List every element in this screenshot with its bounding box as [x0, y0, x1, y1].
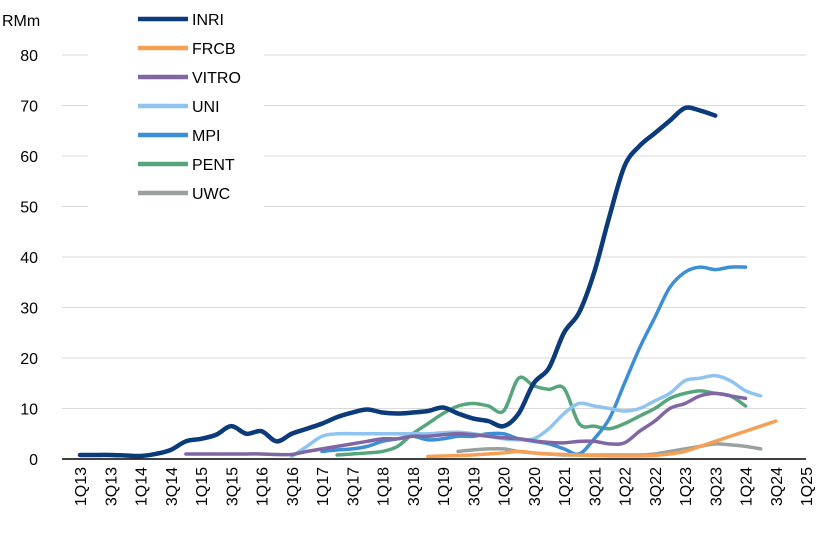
x-tick-label: 3Q19	[466, 467, 483, 506]
y-tick-label: 70	[20, 99, 38, 116]
legend-label-inri: INRI	[192, 12, 224, 29]
legend: INRI FRCB VITRO UNI MPI PENT UWC	[88, 4, 264, 210]
x-tick-label: 1Q18	[376, 467, 393, 506]
x-axis-ticks: 1Q13 3Q13 1Q14 3Q14 1Q15 3Q15 1Q16 3Q16 1Q17 3Q17…	[73, 467, 816, 506]
series-line-vitro	[184, 391, 748, 457]
legend-label-mpi: MPI	[192, 128, 220, 145]
x-tick-label: 1Q22	[618, 467, 635, 506]
x-tick-label: 3Q17	[345, 467, 362, 506]
y-tick-label: 0	[29, 452, 38, 469]
y-axis-unit-label: RMm	[2, 13, 40, 30]
x-tick-label: 1Q19	[436, 467, 453, 506]
x-tick-label: 3Q18	[406, 467, 423, 506]
series-lines	[77, 105, 778, 459]
y-axis-ticks: 0 10 20 30 40 50 60 70 80	[20, 48, 38, 469]
series-line-mpi	[320, 265, 748, 457]
x-tick-label: 1Q21	[557, 467, 574, 506]
legend-label-vitro: VITRO	[192, 70, 241, 87]
x-tick-label: 1Q17	[315, 467, 332, 506]
legend-label-uni: UNI	[192, 99, 220, 116]
y-tick-label: 30	[20, 301, 38, 318]
x-tick-label: 1Q25	[799, 467, 816, 506]
x-tick-label: 3Q15	[224, 467, 241, 506]
y-tick-label: 60	[20, 149, 38, 166]
y-tick-label: 50	[20, 200, 38, 217]
x-tick-label: 3Q23	[708, 467, 725, 506]
x-tick-label: 1Q15	[194, 467, 211, 506]
legend-label-pent: PENT	[192, 157, 235, 174]
x-tick-label: 1Q16	[255, 467, 272, 506]
x-tick-label: 3Q13	[103, 467, 120, 506]
series-line-pent	[335, 375, 748, 457]
x-tick-label: 3Q14	[164, 467, 181, 506]
series-line-frcb	[426, 419, 778, 459]
x-tick-label: 1Q20	[497, 467, 514, 506]
x-tick-label: 1Q23	[678, 467, 695, 506]
x-tick-label: 3Q16	[285, 467, 302, 506]
legend-label-frcb: FRCB	[192, 41, 236, 58]
x-tick-label: 3Q22	[648, 467, 665, 506]
x-tick-label: 3Q24	[769, 467, 786, 506]
legend-label-uwc: UWC	[192, 186, 230, 203]
y-tick-label: 10	[20, 402, 38, 419]
x-tick-label: 1Q13	[73, 467, 90, 506]
y-tick-label: 20	[20, 351, 38, 368]
series-line-inri	[77, 105, 718, 459]
x-tick-label: 3Q20	[527, 467, 544, 506]
series-line-uni	[290, 373, 763, 459]
x-tick-label: 1Q24	[739, 467, 756, 506]
y-tick-label: 40	[20, 250, 38, 267]
x-tick-label: 3Q21	[587, 467, 604, 506]
x-tick-label: 1Q14	[134, 467, 151, 506]
y-tick-label: 80	[20, 48, 38, 65]
